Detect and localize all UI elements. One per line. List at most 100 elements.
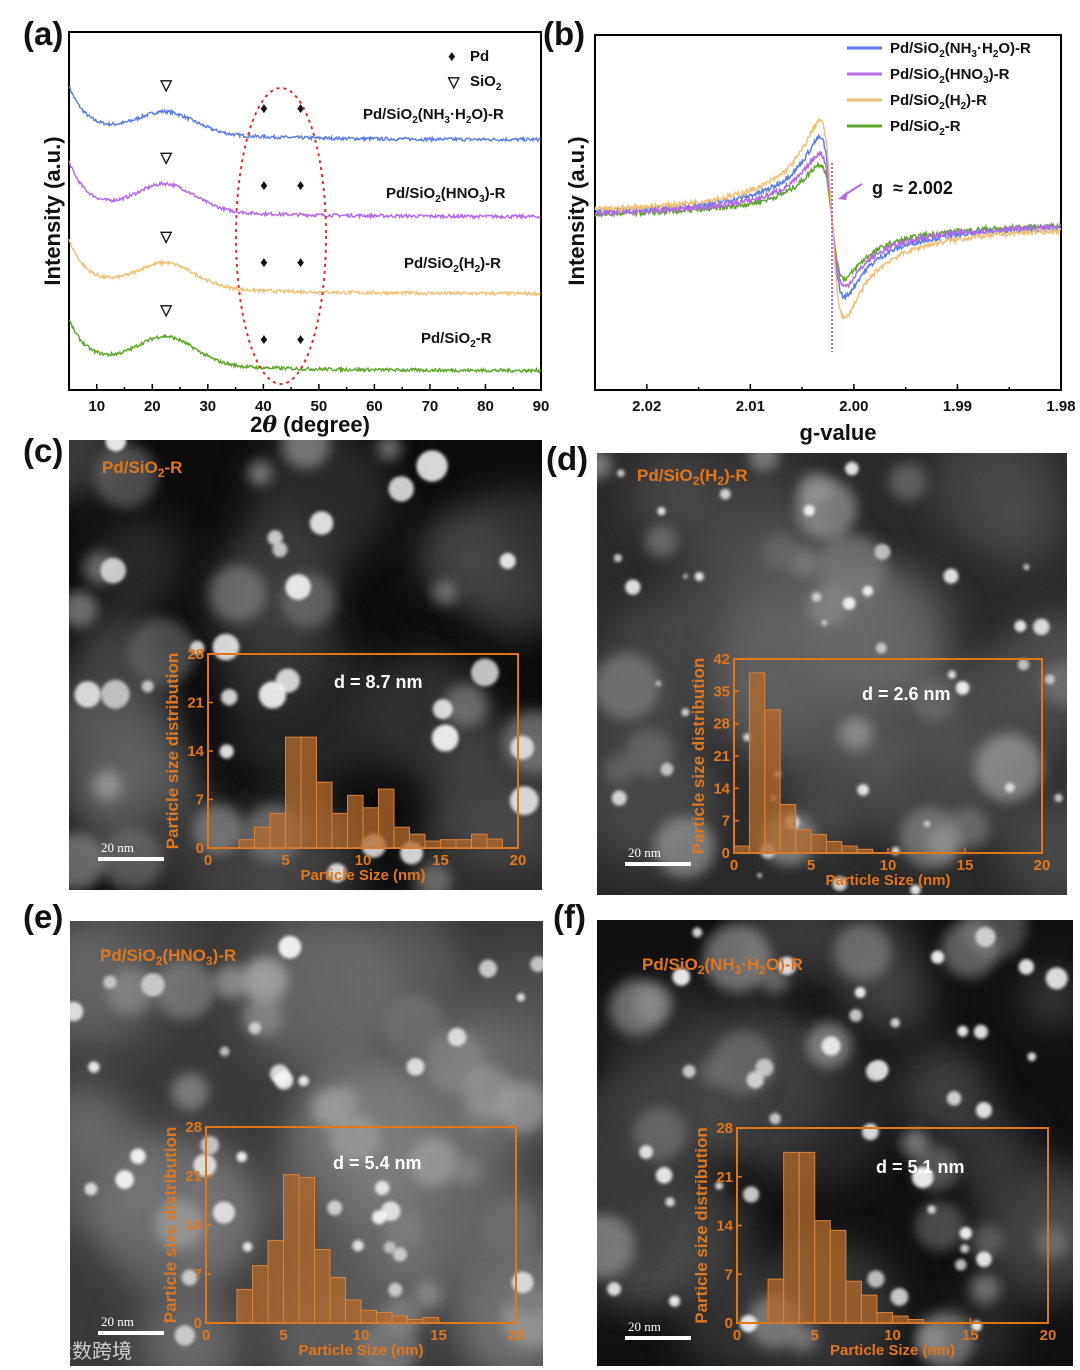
pd-particle [943, 568, 959, 584]
hist-ytick-label: 7 [722, 813, 730, 830]
pd-particle [416, 450, 448, 482]
pd-particle [274, 1070, 294, 1090]
mean-diameter-label: d = 8.7 nm [334, 672, 423, 692]
legend-sio2-label: SiO2 [470, 73, 502, 93]
pd-particle [959, 1226, 973, 1240]
pd-particle [842, 597, 856, 610]
tem-panel-c [69, 440, 542, 890]
hist-bar [409, 833, 426, 849]
xrd-series-label-plain: Pd/SiO2-R [421, 330, 492, 350]
hist-bar [779, 804, 797, 854]
pd-region-ellipse [235, 87, 327, 385]
hist-bar [314, 1249, 331, 1324]
hist-bar [238, 839, 255, 849]
hist-bar [814, 1220, 831, 1324]
pd-particle [432, 699, 453, 720]
pd-particle [861, 1123, 879, 1141]
pd-peak-marker: ♦ [260, 254, 268, 271]
hist-ytick-label: 14 [187, 743, 204, 760]
hist-bar [267, 1239, 284, 1324]
hist-ytick-label: 42 [713, 651, 730, 668]
mean-diameter-label: d = 2.6 nm [862, 684, 951, 704]
pd-particle [611, 790, 627, 806]
hist-bar [424, 840, 441, 849]
pd-particle [84, 1182, 98, 1196]
pd-particle [931, 950, 945, 964]
pd-particle [854, 986, 866, 998]
pd-peak-marker: ♦ [297, 100, 305, 117]
sample-label-e: Pd/SiO2(HNO3)-R [100, 946, 236, 968]
histogram-e: 0 7 14 21 28 0 5 10 15 20 Particle Size (nm) Partic… [98, 1119, 524, 1359]
pd-particle [219, 1046, 230, 1057]
pd-particle [973, 1024, 988, 1039]
histogram-d: 0 7 14 21 28 35 42 0 5 10 15 20 Particle Size (nm) Pa… [625, 651, 1050, 889]
hist-bar [764, 709, 781, 854]
xrd-tick-label: 80 [477, 398, 494, 415]
pd-particle [141, 680, 154, 693]
pd-particle [298, 1075, 309, 1087]
scale-bar-label: 20 nm [101, 1314, 134, 1329]
pd-particle [657, 507, 666, 516]
xrd-series-label-h2: Pd/SiO2(H2)-R [404, 255, 501, 275]
panel-label-b: (b) [543, 15, 585, 52]
xrd-tick-label: 40 [255, 398, 272, 415]
pd-particle [669, 1295, 681, 1307]
g-annotation: g ≈ 2.002 [838, 178, 953, 200]
pd-particle [115, 1170, 134, 1189]
pd-particle [607, 1282, 622, 1296]
pd-particle [755, 1058, 774, 1077]
epr-legend-label-h2: Pd/SiO2(H2)-R [890, 92, 987, 112]
pd-particle [665, 1197, 675, 1207]
hist-xtick-label: 0 [204, 852, 212, 869]
epr-tick-label: 2.01 [736, 398, 765, 415]
hist-ytick-label: 14 [185, 1217, 202, 1234]
hist-bar [471, 833, 488, 849]
epr-legend-label-hno3: Pd/SiO2(HNO3)-R [890, 66, 1010, 86]
pd-particle [509, 786, 539, 816]
hist-xlabel: Particle Size (nm) [830, 1342, 955, 1359]
sio2-peak-marker: ▽ [159, 302, 172, 319]
hist-ylabel: Particle size distribution [692, 1127, 711, 1324]
xrd-series-label-nh3: Pd/SiO2(NH3·H2O)-R [363, 106, 504, 126]
watermark-text: 大数跨境 [52, 1339, 132, 1363]
hist-ytick-label: 21 [185, 1168, 202, 1185]
xrd-tick-label: 70 [422, 398, 439, 415]
pd-particle [867, 1270, 885, 1288]
pd-particle [616, 469, 625, 478]
hist-xtick-label: 15 [430, 1327, 447, 1344]
pd-particle [660, 762, 674, 776]
hist-ytick-label: 0 [196, 840, 204, 857]
tem-c-texture [69, 440, 542, 890]
xrd-line-plain [68, 319, 542, 375]
pd-particle [200, 1135, 220, 1155]
pd-particle [388, 1282, 403, 1297]
hist-bar [440, 839, 457, 849]
pd-particle [927, 1205, 936, 1214]
pd-particle [849, 1009, 863, 1022]
pd-particle [406, 1057, 425, 1076]
watermark-logo-icon [13, 1340, 31, 1358]
epr-chart: 2.02 2.01 2.00 1.99 1.98 g-value Intensity (… [564, 34, 1076, 445]
hist-bar [841, 845, 858, 854]
hist-xtick-label: 15 [957, 857, 974, 874]
hist-bar [331, 812, 348, 849]
scale-bar [98, 857, 164, 861]
pd-particle [242, 1242, 253, 1252]
pd-particle [821, 1036, 841, 1056]
pd-particle [1023, 563, 1030, 571]
pd-particle [1033, 618, 1050, 636]
pd-particle [613, 554, 622, 563]
hist-xlabel: Particle Size (nm) [298, 1342, 423, 1359]
hist-ylabel: Particle size distribution [163, 653, 182, 850]
histogram-f: 0 7 14 21 28 0 5 10 15 20 Particle Size (nm) Partic… [625, 1120, 1056, 1359]
hist-bar [378, 788, 395, 849]
pd-particle [258, 681, 287, 709]
pd-particle [803, 504, 815, 517]
hist-bar [798, 1151, 816, 1324]
pd-particle [912, 1166, 934, 1189]
xrd-ylabel: Intensity (a.u.) [40, 136, 65, 285]
legend-sio2-symbol: ▽ [447, 74, 460, 91]
xrd-line-hno3 [68, 160, 541, 221]
pd-particle [976, 1251, 992, 1268]
hist-xtick-label: 20 [510, 852, 527, 869]
